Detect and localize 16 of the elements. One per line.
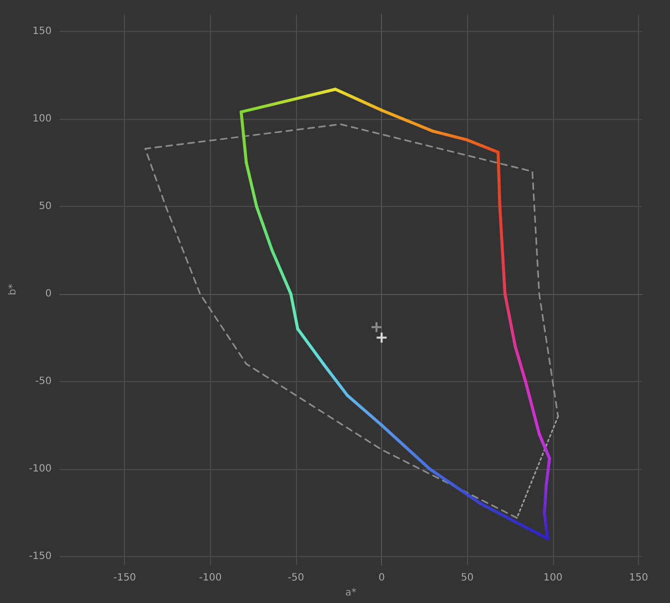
x-tick-label: 150 (629, 572, 648, 584)
x-tick-label: 0 (378, 572, 385, 584)
y-tick-label: 100 (32, 113, 52, 124)
y-tick-label: 150 (32, 26, 52, 37)
x-axis-title: a* (345, 588, 356, 598)
y-tick-label: -100 (28, 463, 52, 474)
y-tick-label: 0 (45, 288, 52, 300)
y-axis-title: b* (8, 284, 18, 296)
x-tick-label: -50 (288, 572, 304, 584)
x-tick-label: -100 (198, 572, 222, 584)
x-tick-label: -150 (113, 572, 136, 584)
x-tick-label: 100 (543, 572, 562, 584)
y-tick-label: -150 (28, 550, 52, 562)
y-tick-label: -50 (35, 376, 52, 387)
x-tick-label: 50 (460, 572, 474, 584)
y-tick-label: 50 (38, 200, 52, 212)
